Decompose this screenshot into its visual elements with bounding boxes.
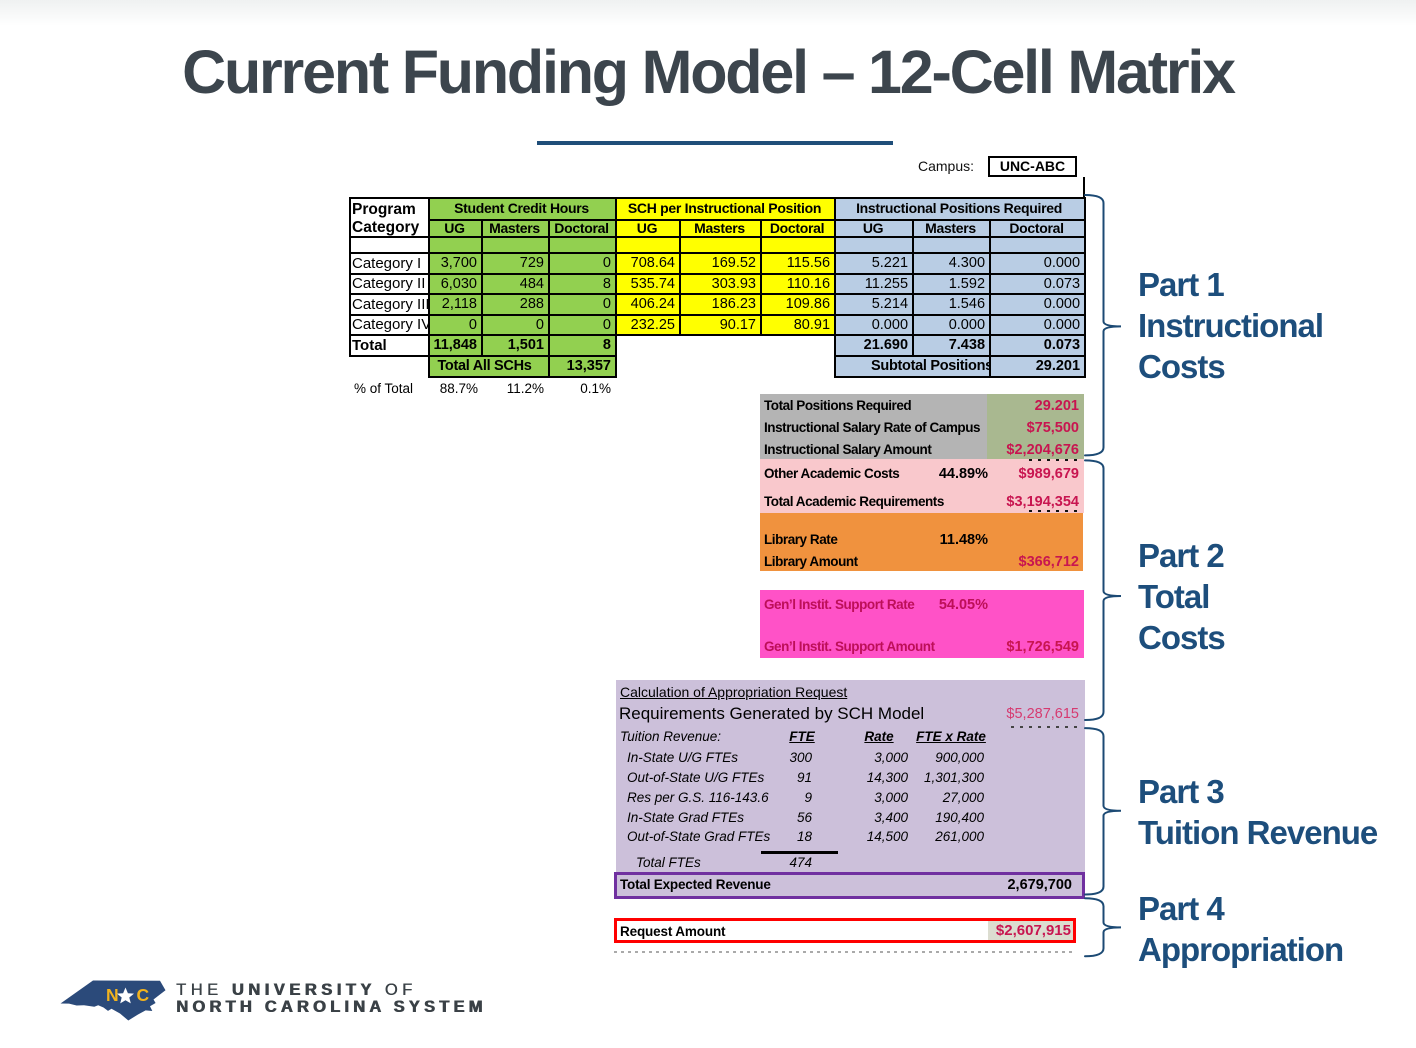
svg-text:C: C: [137, 985, 150, 1005]
svg-text:N: N: [106, 985, 119, 1005]
